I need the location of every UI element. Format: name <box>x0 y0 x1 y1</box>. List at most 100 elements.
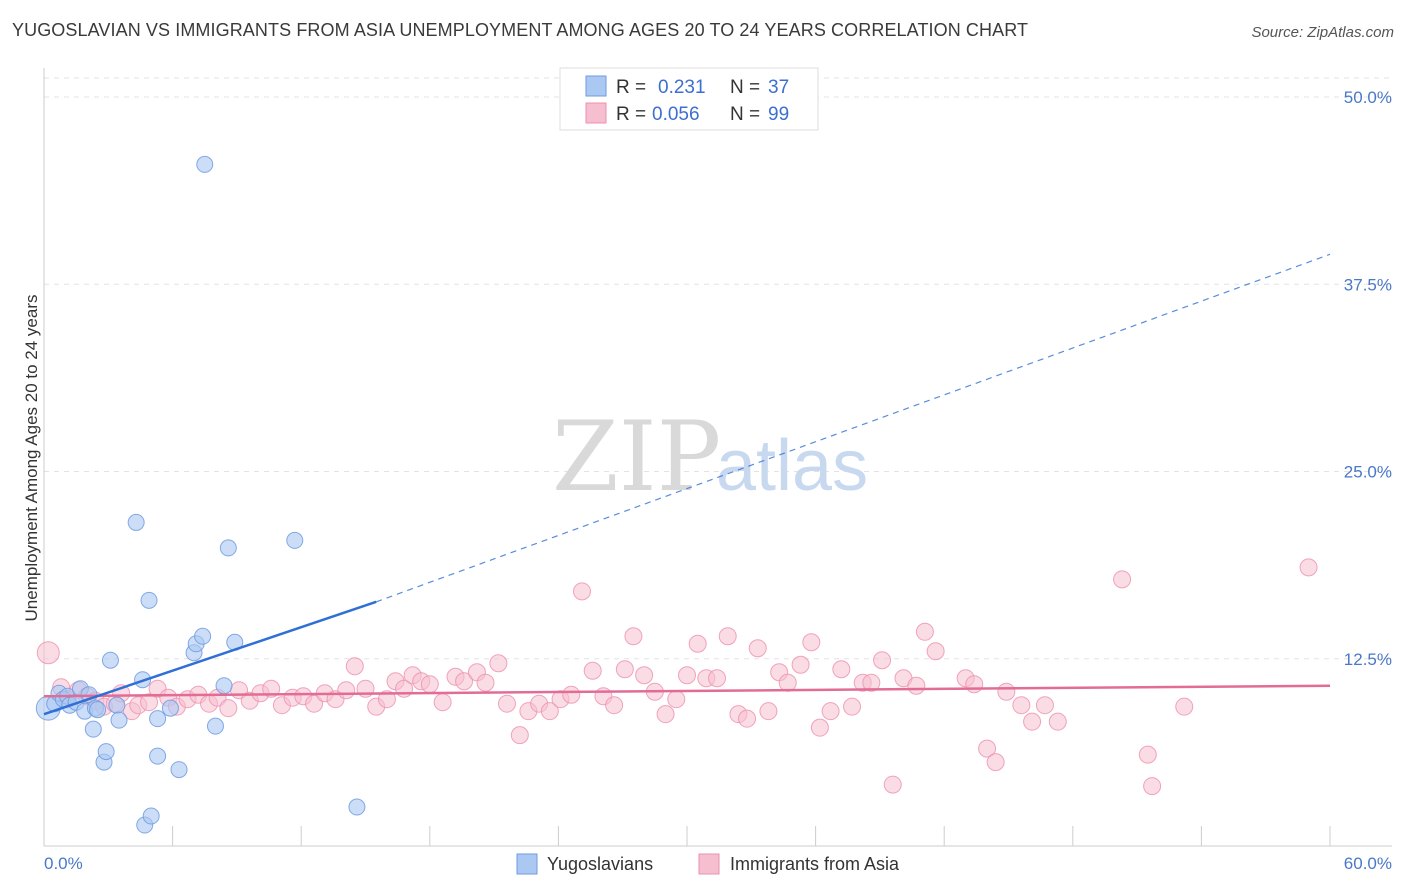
point-immigrants-94 <box>1023 712 1042 731</box>
legend-n-value-pink: 99 <box>768 104 789 125</box>
legend-r-value-pink: 0.056 <box>652 104 700 125</box>
point-immigrants-0 <box>36 641 60 665</box>
point-immigrants-79 <box>843 697 862 716</box>
point-immigrants-83 <box>883 775 902 794</box>
point-yugoslavians-22 <box>142 807 160 825</box>
point-immigrants-56 <box>605 696 624 715</box>
point-immigrants-101 <box>1299 558 1318 577</box>
point-immigrants-67 <box>718 627 737 646</box>
legend-swatch-pink <box>585 102 607 124</box>
point-immigrants-82 <box>873 651 892 670</box>
point-immigrants-59 <box>635 666 654 685</box>
point-immigrants-90 <box>978 739 997 758</box>
point-immigrants-47 <box>510 726 529 745</box>
watermark-zip: ZIP <box>552 401 721 513</box>
x-tick-label-1: 60.0% <box>1344 854 1392 873</box>
point-yugoslavians-15 <box>101 651 119 669</box>
legend-r-label-pink: R = <box>616 104 646 125</box>
point-yugoslavians-18 <box>127 513 145 531</box>
legend-bottom-swatch-immigrants <box>698 853 720 875</box>
trend-line-yugoslavians-extension <box>376 253 1331 603</box>
point-immigrants-50 <box>540 702 559 721</box>
point-immigrants-40 <box>433 693 452 712</box>
point-immigrants-93 <box>1012 696 1031 715</box>
point-immigrants-91 <box>986 753 1005 772</box>
point-yugoslavians-30 <box>206 717 224 735</box>
point-immigrants-58 <box>624 627 643 646</box>
point-immigrants-87 <box>926 642 945 661</box>
point-immigrants-46 <box>497 694 516 713</box>
point-immigrants-45 <box>489 654 508 673</box>
legend-top: R = 0.231 N = 37 R = 0.056 N = 99 <box>559 67 819 131</box>
point-immigrants-85 <box>907 676 926 695</box>
series-yugoslavians <box>35 155 366 834</box>
point-yugoslavians-17 <box>110 711 128 729</box>
legend-n-label-pink: N = <box>730 104 760 125</box>
legend-swatch-blue <box>585 75 607 97</box>
y-tick-labels: 12.5% 25.0% 37.5% 50.0% <box>1344 88 1392 669</box>
point-immigrants-44 <box>476 673 495 692</box>
point-immigrants-62 <box>667 690 686 709</box>
point-immigrants-52 <box>562 685 581 704</box>
point-yugoslavians-28 <box>194 627 212 645</box>
point-immigrants-30 <box>337 681 356 700</box>
point-immigrants-89 <box>965 675 984 694</box>
source-label: Source: ZipAtlas.com <box>1251 24 1394 41</box>
legend-bottom: Yugoslavians Immigrants from Asia <box>516 853 900 875</box>
series-immigrants-from-asia <box>36 558 1318 796</box>
y-tick-label-0: 12.5% <box>1344 650 1392 669</box>
chart-title: YUGOSLAVIAN VS IMMIGRANTS FROM ASIA UNEM… <box>12 20 1029 40</box>
legend-bottom-label-yugoslavians: Yugoslavians <box>547 854 653 874</box>
point-immigrants-86 <box>915 622 934 641</box>
legend-n-value-blue: 37 <box>768 77 789 98</box>
legend-r-label-blue: R = <box>616 77 646 98</box>
point-yugoslavians-36 <box>149 747 167 765</box>
point-immigrants-75 <box>802 633 821 652</box>
point-yugoslavians-23 <box>149 710 167 728</box>
point-immigrants-99 <box>1143 777 1162 796</box>
legend-r-value-blue: 0.231 <box>658 77 706 98</box>
legend-bottom-label-immigrants: Immigrants from Asia <box>730 854 900 874</box>
point-immigrants-64 <box>688 634 707 653</box>
point-yugoslavians-24 <box>161 699 179 717</box>
watermark: ZIP atlas <box>552 401 868 513</box>
point-immigrants-81 <box>862 673 881 692</box>
point-yugoslavians-34 <box>286 531 304 549</box>
point-yugoslavians-16 <box>108 696 126 714</box>
point-immigrants-97 <box>1113 570 1132 589</box>
point-yugoslavians-12 <box>89 701 107 719</box>
watermark-atlas: atlas <box>716 426 868 506</box>
point-immigrants-70 <box>748 639 767 658</box>
y-tick-label-1: 25.0% <box>1344 463 1392 482</box>
point-immigrants-63 <box>678 666 696 685</box>
point-yugoslavians-35 <box>348 798 366 816</box>
point-immigrants-53 <box>572 582 591 601</box>
point-immigrants-42 <box>455 672 474 691</box>
x-tick-label-0: 0.0% <box>44 854 83 873</box>
legend-n-label-blue: N = <box>730 77 760 98</box>
point-yugoslavians-29 <box>196 155 214 173</box>
trend-line-yugoslavians <box>43 600 377 716</box>
point-immigrants-95 <box>1035 696 1054 715</box>
point-immigrants-98 <box>1138 745 1157 764</box>
legend-bottom-swatch-yugoslavians <box>516 853 538 875</box>
point-yugoslavians-32 <box>219 539 237 557</box>
y-tick-label-3: 50.0% <box>1344 88 1392 107</box>
point-immigrants-74 <box>791 655 810 674</box>
point-immigrants-73 <box>778 673 797 692</box>
grid-lines <box>44 77 1392 660</box>
point-immigrants-11 <box>140 693 159 712</box>
trend-line-immigrants <box>43 684 1331 698</box>
y-axis-label: Unemployment Among Ages 20 to 24 years <box>22 295 41 622</box>
point-immigrants-34 <box>377 690 396 709</box>
point-immigrants-57 <box>615 660 634 679</box>
point-yugoslavians-31 <box>215 677 233 695</box>
point-immigrants-78 <box>832 660 851 679</box>
point-yugoslavians-14 <box>97 743 115 761</box>
point-immigrants-54 <box>583 661 602 680</box>
trend-lines <box>43 253 1331 716</box>
point-immigrants-92 <box>997 682 1016 701</box>
point-yugoslavians-10 <box>84 720 102 738</box>
point-immigrants-77 <box>821 702 840 721</box>
